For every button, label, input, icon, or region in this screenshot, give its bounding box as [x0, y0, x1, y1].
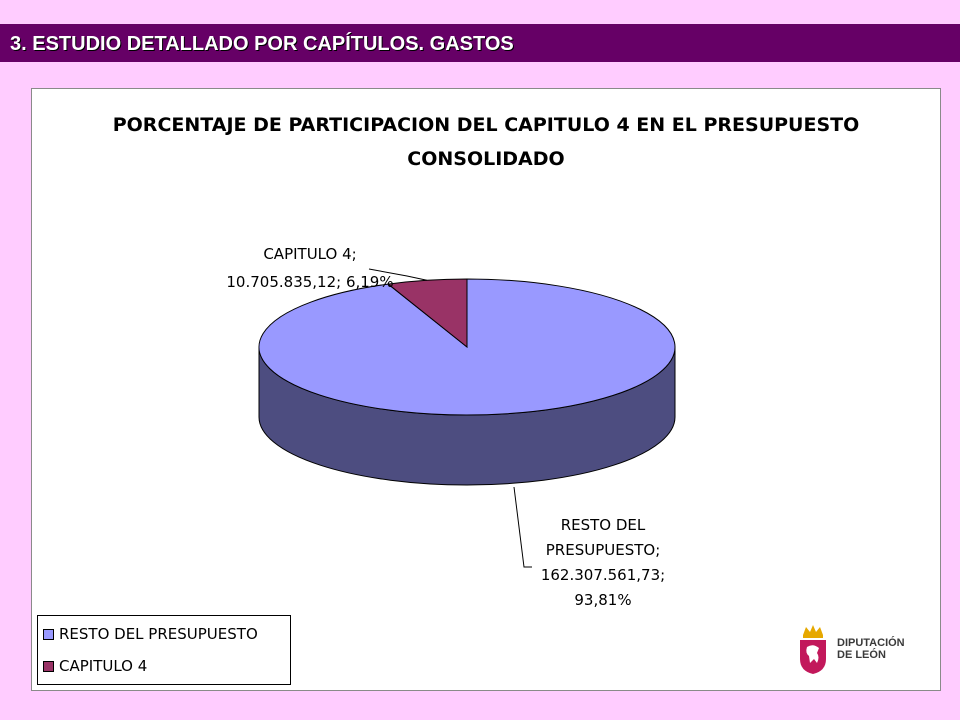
logo-line-1: DIPUTACIÓN: [837, 637, 905, 649]
header-bar: 3. ESTUDIO DETALLADO POR CAPÍTULOS. GAST…: [0, 24, 960, 62]
data-label-resto-line-2: PRESUPUESTO;: [546, 541, 661, 559]
pie-slice-capitulo-4: [386, 278, 468, 349]
chart-title-line-1: PORCENTAJE DE PARTICIPACION DEL CAPITULO…: [113, 114, 860, 136]
legend-swatch-capitulo-4: [43, 660, 54, 672]
data-label-resto-line-4: 93,81%: [574, 591, 631, 609]
coat-of-arms-icon: [800, 625, 826, 674]
data-label-capitulo-4-line-1: CAPITULO 4;: [263, 245, 356, 263]
pie-chart: PORCENTAJE DE PARTICIPACION DEL CAPITULO…: [113, 114, 860, 609]
chart-frame: PORCENTAJE DE PARTICIPACION DEL CAPITULO…: [31, 88, 941, 691]
data-label-resto-line-1: RESTO DEL: [561, 516, 646, 534]
legend-label-resto: RESTO DEL PRESUPUESTO: [59, 625, 258, 643]
legend-swatch-resto: [43, 628, 54, 640]
leader-line-resto: [513, 486, 532, 568]
page-title: 3. ESTUDIO DETALLADO POR CAPÍTULOS. GAST…: [10, 33, 514, 55]
logo-line-2: DE LEÓN: [837, 649, 886, 661]
data-label-capitulo-4-line-2: 10.705.835,12; 6,19%: [226, 273, 393, 291]
legend-entry-resto: RESTO DEL PRESUPUESTO: [43, 622, 258, 646]
diputacion-logo: DIPUTACIÓN DE LEÓN: [795, 619, 915, 679]
legend-entry-capitulo-4: CAPITULO 4: [43, 654, 147, 678]
data-labels: CAPITULO 4; 10.705.835,12; 6,19% RESTO DEL…: [226, 245, 665, 609]
pie-group: [258, 278, 676, 486]
legend: RESTO DEL PRESUPUESTO CAPITULO 4: [37, 615, 291, 685]
data-label-resto-line-3: 162.307.561,73;: [541, 566, 665, 584]
legend-label-capitulo-4: CAPITULO 4: [59, 657, 148, 675]
logo-text: DIPUTACIÓN DE LEÓN: [837, 637, 905, 661]
leader-line-capitulo-4: [368, 268, 427, 281]
chart-title-line-2: CONSOLIDADO: [407, 148, 564, 170]
